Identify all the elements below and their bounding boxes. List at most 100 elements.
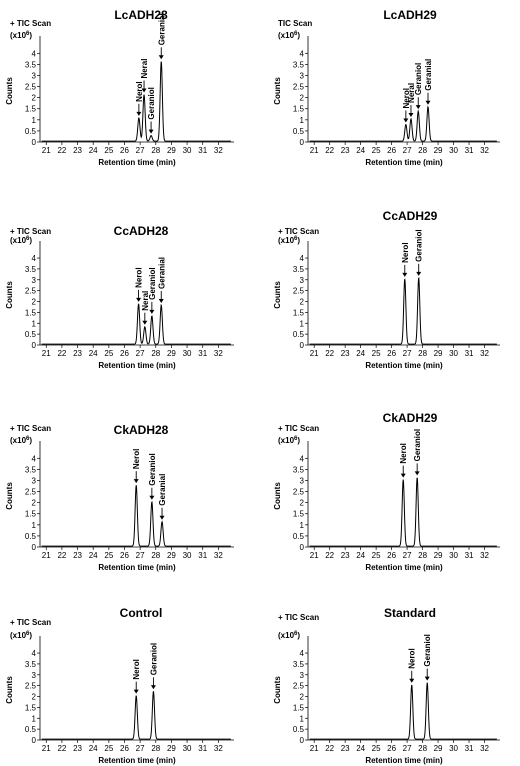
peak-arrow-head	[133, 689, 139, 694]
peak-label: Geranial	[424, 59, 433, 91]
x-tick-label: 25	[372, 744, 381, 753]
x-tick-label: 26	[120, 744, 129, 753]
x-tick-label: 31	[198, 146, 207, 155]
y-tick-label: 1.5	[25, 703, 37, 712]
x-axis-label: Retention time (min)	[98, 756, 176, 765]
x-tick-label: 22	[57, 349, 66, 358]
y-tick-label: 1	[32, 116, 37, 125]
x-tick-label: 32	[480, 349, 489, 358]
x-tick-label: 31	[465, 551, 474, 560]
x-tick-label: 27	[403, 744, 412, 753]
x-tick-label: 24	[356, 349, 365, 358]
peak-label: Nerol	[132, 449, 141, 469]
y-tick-label: 2	[300, 693, 305, 702]
chromatogram-trace	[309, 477, 497, 547]
x-axis-label: Retention time (min)	[365, 361, 443, 370]
peak-label: Nerol	[135, 267, 144, 287]
peak-arrow-head	[141, 88, 147, 93]
peak-label: Geraniol	[423, 634, 432, 666]
y-tick-label: 3	[300, 276, 305, 285]
y-tick-label: 2.5	[25, 287, 37, 296]
peak-arrow-head	[159, 515, 165, 520]
y-tick-label: 3	[300, 671, 305, 680]
y-tick-label: 3	[32, 276, 37, 285]
x-tick-label: 27	[136, 349, 145, 358]
tic-scan-label: + TIC Scan	[278, 613, 319, 622]
x-tick-label: 32	[480, 551, 489, 560]
y-tick-label: 1.5	[293, 703, 305, 712]
x-tick-label: 30	[183, 146, 192, 155]
x-tick-label: 22	[57, 146, 66, 155]
y-tick-label: 0.5	[293, 725, 305, 734]
x-tick-label: 23	[73, 349, 82, 358]
x-tick-label: 29	[167, 551, 176, 560]
peak-arrow-head	[158, 299, 164, 303]
x-tick-label: 30	[183, 349, 192, 358]
x-tick-label: 28	[151, 744, 160, 753]
x-tick-label: 23	[341, 146, 350, 155]
x-tick-label: 26	[387, 146, 396, 155]
peak-label: Neral	[141, 291, 150, 311]
y-tick-label: 2	[32, 499, 37, 508]
y-axis-label: Counts	[273, 482, 282, 510]
x-axis-label: Retention time (min)	[98, 158, 176, 167]
y-tick-label: 3	[32, 671, 37, 680]
x-tick-label: 29	[167, 146, 176, 155]
y-tick-label: 3	[32, 476, 37, 485]
y-tick-label: 4	[32, 454, 37, 463]
panel-title: Control	[120, 606, 163, 620]
x-tick-label: 29	[167, 349, 176, 358]
x-tick-label: 21	[42, 349, 51, 358]
y-tick-label: 0.5	[25, 532, 37, 541]
x-tick-label: 28	[418, 744, 427, 753]
x-tick-label: 21	[42, 146, 51, 155]
x-axis-label: Retention time (min)	[98, 563, 176, 572]
y-multiplier-label: (x106)	[10, 236, 32, 245]
y-tick-label: 2.5	[293, 83, 305, 92]
x-tick-label: 30	[449, 744, 458, 753]
y-axis-label: Counts	[5, 281, 14, 309]
panel-title: CkADH29	[383, 411, 438, 425]
x-tick-label: 29	[434, 744, 443, 753]
y-axis-label: Counts	[5, 676, 14, 704]
y-tick-label: 1.5	[293, 105, 305, 114]
y-tick-label: 4	[32, 254, 37, 263]
x-tick-label: 22	[325, 551, 334, 560]
x-tick-label: 21	[310, 744, 319, 753]
peak-label: Geraniol	[149, 643, 158, 675]
peak-label: Nerol	[135, 81, 144, 101]
x-tick-label: 21	[310, 146, 319, 155]
y-multiplier-label: (x106)	[10, 31, 32, 40]
peak-arrow-head	[136, 297, 142, 302]
tic-scan-label: + TIC Scan	[278, 227, 319, 236]
x-tick-label: 31	[198, 744, 207, 753]
y-tick-label: 0	[32, 341, 37, 350]
peak-arrow-head	[425, 100, 431, 105]
peak-arrow-head	[408, 112, 414, 117]
x-tick-label: 23	[73, 744, 82, 753]
chromatogram-trace	[41, 61, 231, 142]
tic-scan-label: + TIC Scan	[10, 227, 51, 236]
y-tick-label: 0	[300, 341, 305, 350]
x-tick-label: 32	[480, 744, 489, 753]
x-tick-label: 23	[341, 349, 350, 358]
x-tick-label: 22	[57, 744, 66, 753]
y-axis-label: Counts	[5, 77, 14, 105]
y-tick-label: 0	[32, 543, 37, 552]
y-tick-label: 4	[300, 254, 305, 263]
panel-title: LcADH29	[383, 8, 437, 22]
panel-title: Standard	[384, 606, 436, 620]
peak-arrow-head	[136, 111, 142, 116]
peak-arrow-head	[149, 309, 155, 314]
y-tick-label: 4	[300, 49, 305, 58]
x-axis-label: Retention time (min)	[365, 158, 443, 167]
y-tick-label: 0.5	[25, 725, 37, 734]
x-tick-label: 30	[449, 551, 458, 560]
chromatogram-trace	[309, 682, 497, 740]
y-tick-label: 1.5	[293, 308, 305, 317]
x-tick-label: 23	[341, 744, 350, 753]
y-tick-label: 2.5	[25, 488, 37, 497]
peak-arrow-head	[148, 129, 154, 134]
y-multiplier-label: (x106)	[278, 31, 300, 40]
x-tick-label: 32	[214, 551, 223, 560]
